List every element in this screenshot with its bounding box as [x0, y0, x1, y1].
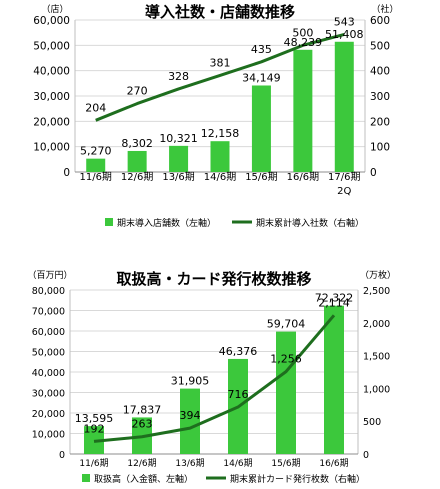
- y-right-tick-label: 400: [370, 66, 390, 78]
- x-tick-label: 12/6期: [127, 458, 156, 469]
- line-data-label: 328: [168, 70, 189, 83]
- y-left-tick-label: 30,000: [32, 389, 65, 400]
- y-left-tick-label: 60,000: [33, 15, 70, 27]
- bar: [86, 158, 106, 172]
- y-right-tick-label: 0: [363, 450, 369, 461]
- chart-title: 取扱高・カード発行枚数推移: [116, 270, 311, 288]
- y-right-tick-label: 1,000: [363, 384, 390, 395]
- bar: [210, 141, 230, 172]
- bar-data-label: 13,595: [75, 412, 114, 425]
- bar-data-label: 48,239: [284, 36, 323, 49]
- y-left-tick-label: 50,000: [33, 40, 70, 52]
- y-right-tick-label: 300: [370, 91, 390, 103]
- line-data-label: 716: [228, 388, 249, 401]
- x-tick-label: 13/6期: [162, 171, 194, 183]
- bar-data-label: 46,376: [219, 345, 258, 358]
- y-right-tick-label: 0: [370, 167, 377, 179]
- y-left-tick-label: 50,000: [32, 348, 65, 359]
- y-right-tick-label: 500: [363, 417, 381, 428]
- line-data-label: 2,114: [318, 296, 350, 309]
- y-left-tick-label: 10,000: [33, 142, 70, 154]
- x-tick-label: 16/6期: [287, 171, 319, 183]
- x-tick-label: 17/6期: [328, 171, 360, 183]
- y-left-tick-label: 60,000: [32, 327, 65, 338]
- bar-data-label: 5,270: [80, 145, 112, 158]
- legend-bar-label: 期末導入店舗数（左軸）: [117, 217, 216, 229]
- x-tick-label: 13/6期: [175, 458, 204, 469]
- y-right-unit: （社）: [371, 3, 398, 15]
- bar: [293, 49, 313, 172]
- legend-line-label: 期末累計カード発行枚数（右軸）: [230, 473, 365, 485]
- x-tick-label: 14/6期: [223, 458, 252, 469]
- y-left-unit: （店）: [41, 3, 68, 15]
- line-data-label: 1,256: [270, 353, 302, 366]
- x-tick-label: 15/6期: [271, 458, 300, 469]
- bar: [180, 388, 200, 454]
- line-data-label: 192: [84, 422, 105, 435]
- y-left-tick-label: 70,000: [32, 307, 65, 318]
- bar: [251, 85, 271, 172]
- line-data-label: 263: [132, 418, 153, 431]
- bar: [276, 331, 296, 454]
- bar: [127, 150, 147, 172]
- legend-bar-swatch: [82, 474, 90, 482]
- series-line: [95, 32, 345, 122]
- y-right-tick-label: 600: [370, 15, 390, 27]
- bar-data-label: 10,321: [159, 132, 198, 145]
- bar-data-label: 12,158: [201, 127, 240, 140]
- y-left-tick-label: 10,000: [32, 430, 65, 441]
- legend-bar-swatch: [105, 218, 113, 226]
- line-data-label: 394: [180, 409, 201, 422]
- y-left-tick-label: 0: [63, 167, 70, 179]
- y-left-tick-label: 20,000: [32, 409, 65, 420]
- bar-data-label: 31,905: [171, 375, 210, 388]
- y-left-unit: （百万円）: [27, 270, 72, 281]
- y-left-tick-label: 20,000: [33, 116, 70, 128]
- x-tick-sublabel: 2Q: [337, 186, 351, 197]
- line-data-label: 543: [334, 15, 355, 28]
- y-right-tick-label: 100: [370, 142, 390, 154]
- line-data-label: 204: [85, 101, 106, 114]
- bar-data-label: 17,837: [123, 403, 162, 416]
- line-data-label: 500: [292, 26, 313, 39]
- y-right-tick-label: 1,500: [363, 352, 390, 363]
- y-right-unit: （万枚）: [360, 269, 396, 281]
- chart-title: 導入社数・店舗数推移: [145, 3, 295, 21]
- bar: [169, 145, 189, 172]
- line-data-label: 381: [210, 56, 231, 69]
- y-left-tick-label: 30,000: [33, 91, 70, 103]
- y-right-tick-label: 200: [370, 116, 390, 128]
- bar: [334, 41, 354, 172]
- legend-bar-label: 取扱高（入金額、左軸）: [94, 473, 193, 485]
- x-tick-label: 11/6期: [79, 171, 111, 183]
- bar-data-label: 72,322: [315, 292, 354, 305]
- x-tick-label: 16/6期: [319, 458, 348, 469]
- y-right-tick-label: 500: [370, 40, 390, 52]
- legend-line-label: 期末累計導入社数（右軸）: [256, 217, 364, 229]
- y-left-tick-label: 0: [59, 450, 65, 461]
- bar-data-label: 51,408: [325, 28, 364, 41]
- y-left-tick-label: 80,000: [32, 286, 65, 297]
- x-tick-label: 15/6期: [245, 171, 277, 183]
- y-right-tick-label: 2,500: [363, 286, 390, 297]
- bar-data-label: 8,302: [121, 137, 153, 150]
- y-left-tick-label: 40,000: [33, 66, 70, 78]
- x-tick-label: 12/6期: [121, 171, 153, 183]
- line-data-label: 435: [251, 43, 272, 56]
- y-left-tick-label: 40,000: [32, 368, 65, 379]
- y-right-tick-label: 2,000: [363, 319, 390, 330]
- bar-data-label: 34,149: [242, 71, 281, 84]
- series-line: [93, 314, 336, 443]
- x-tick-label: 14/6期: [204, 171, 236, 183]
- bar-data-label: 59,704: [267, 318, 306, 331]
- x-tick-label: 11/6期: [79, 458, 108, 469]
- bar: [324, 305, 344, 454]
- line-data-label: 270: [127, 85, 148, 98]
